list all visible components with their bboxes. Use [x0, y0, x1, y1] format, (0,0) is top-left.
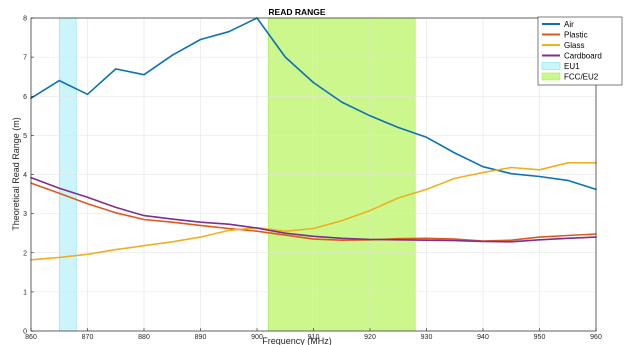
x-tick-label: 910: [308, 334, 320, 341]
series-line-air: [30, 17, 597, 191]
y-tick-label: 1: [23, 289, 27, 296]
series-line-cardboard: [30, 176, 597, 243]
x-axis-label: Frequency (MHz): [262, 336, 332, 345]
x-tick-label: 930: [421, 334, 433, 341]
y-tick-label: 7: [23, 55, 27, 62]
x-tick-label: 960: [590, 334, 602, 341]
y-tick-label: 0: [23, 329, 27, 336]
y-tick-label: 4: [23, 172, 27, 179]
chart-title: READ RANGE: [268, 7, 325, 17]
legend-swatch-eu1: [541, 62, 561, 70]
x-tick-label: 870: [82, 334, 94, 341]
y-tick-label: 3: [23, 211, 27, 218]
x-tick-label: 880: [138, 334, 150, 341]
legend-swatch-fcc-eu2: [541, 72, 561, 81]
x-tick-label: 950: [534, 334, 546, 341]
legend-label-eu1: EU1: [564, 62, 580, 71]
legend-label-glass: Glass: [564, 41, 584, 50]
x-tick-label: 900: [251, 334, 263, 341]
y-axis-label: Theoretical Read Range (m): [11, 117, 21, 231]
x-tick-label: 890: [195, 334, 207, 341]
y-tick-label: 8: [23, 16, 27, 23]
legend-label-air: Air: [564, 20, 574, 29]
legend-label-fcc-eu2: FCC/EU2: [564, 73, 599, 82]
legend-label-plastic: Plastic: [564, 31, 588, 40]
legend-label-cardboard: Cardboard: [564, 52, 602, 61]
y-tick-label: 6: [23, 94, 27, 101]
y-tick-label: 5: [23, 133, 27, 140]
series-line-glass: [30, 162, 597, 261]
x-tick-label: 940: [477, 334, 489, 341]
x-tick-label: 860: [25, 334, 37, 341]
y-tick-label: 2: [23, 250, 27, 257]
series-line-plastic: [30, 182, 597, 242]
x-tick-label: 920: [364, 334, 376, 341]
